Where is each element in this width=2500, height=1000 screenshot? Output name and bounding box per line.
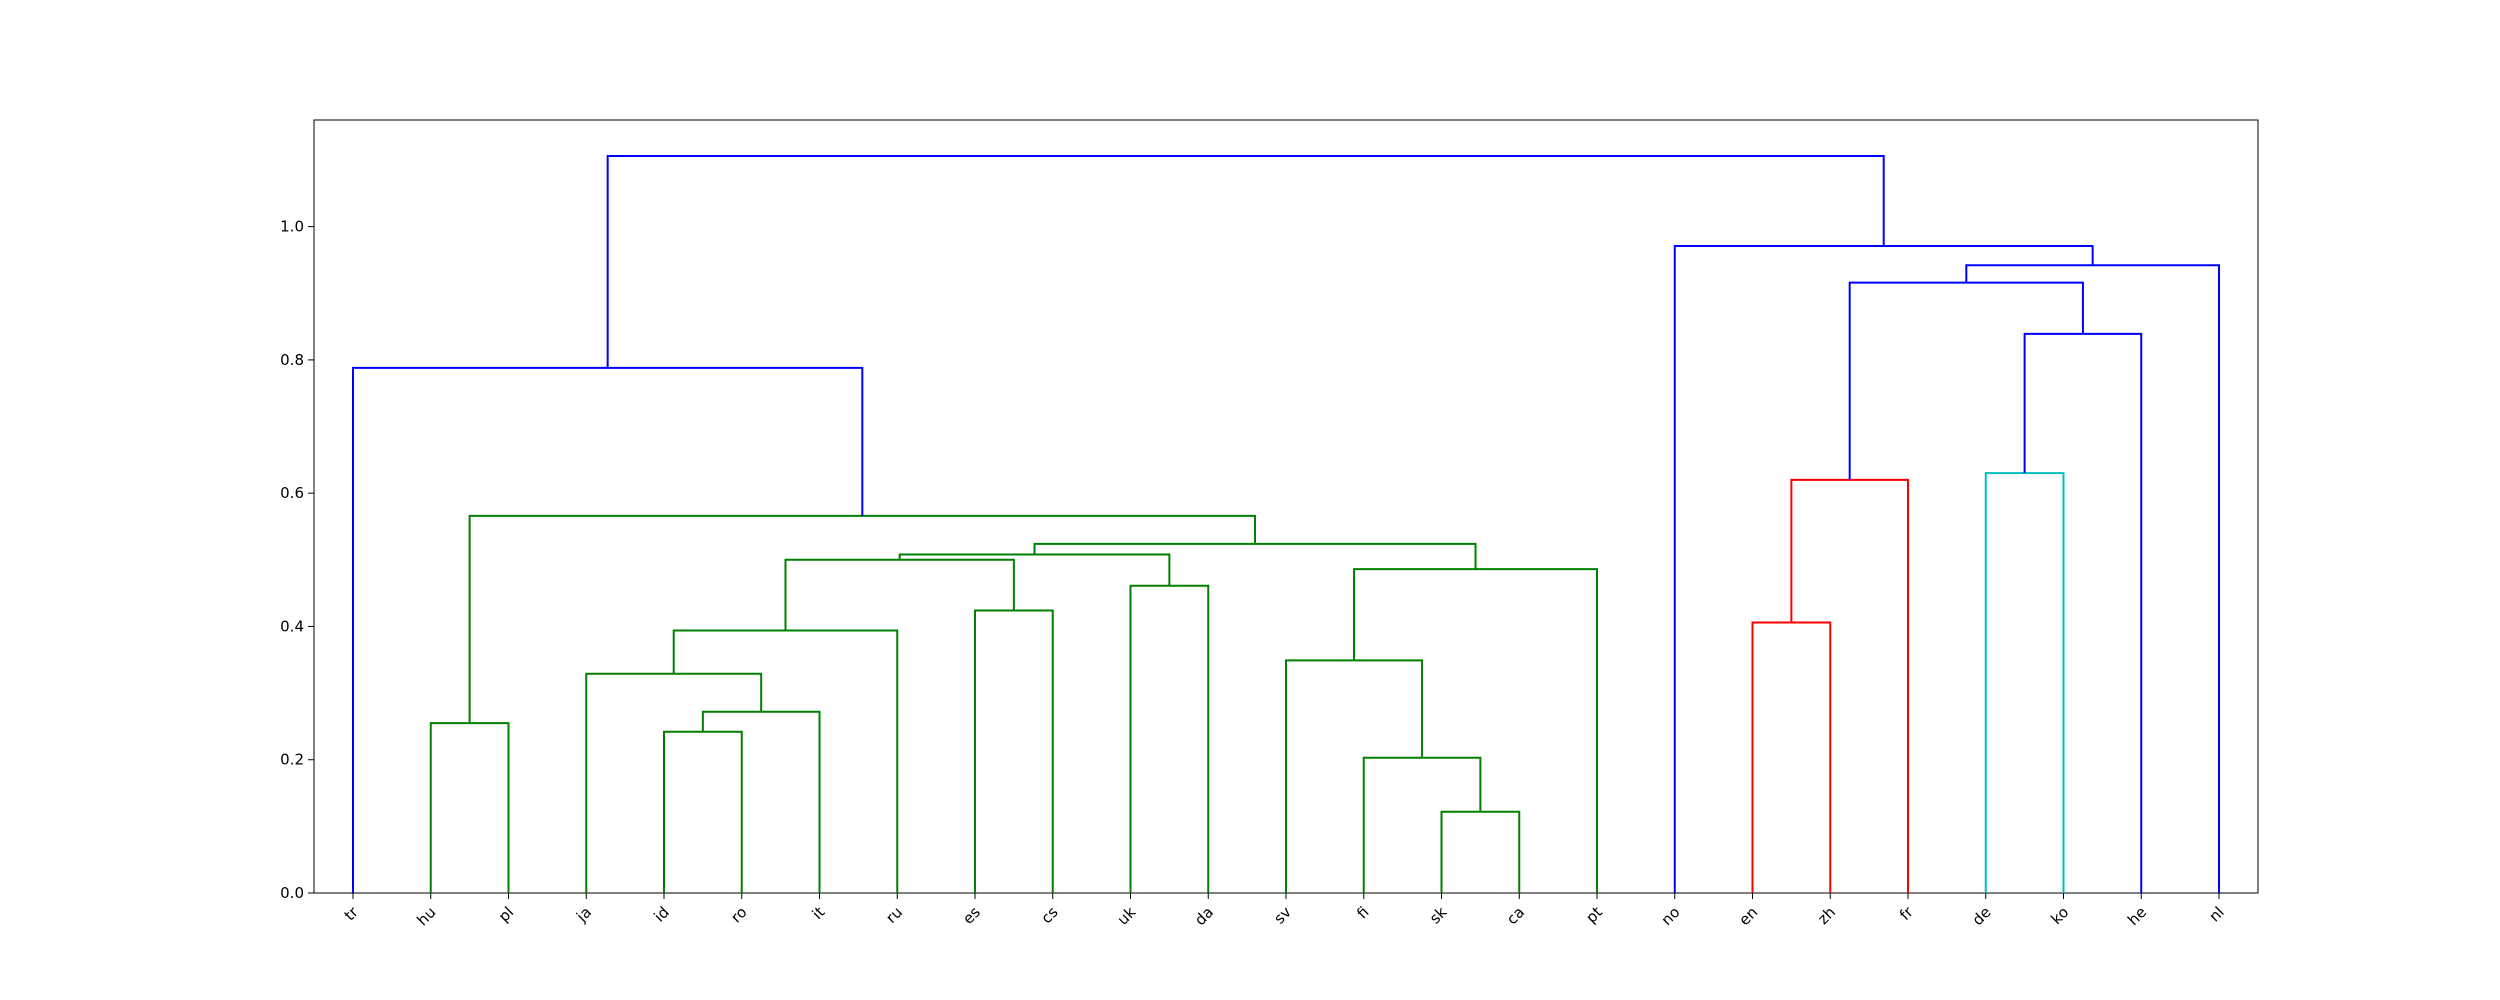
leaf-label: sv bbox=[1270, 903, 1295, 928]
dendrogram-link bbox=[1790, 478, 1909, 893]
leaf-label: sk bbox=[1426, 903, 1451, 928]
dendrogram-link bbox=[585, 672, 763, 893]
dendrogram-link bbox=[1362, 756, 1482, 893]
dendrogram-link bbox=[701, 710, 821, 893]
leaf-label: nl bbox=[2205, 903, 2227, 925]
y-tick-label: 0.4 bbox=[280, 617, 304, 635]
leaf-label: fi bbox=[1353, 903, 1372, 922]
x-axis: tr hu pl ja id ro it ru es cs uk da sv fi sk ca pt no en zh… bbox=[341, 893, 2228, 929]
leaf-label: en bbox=[1735, 903, 1761, 929]
leaf-label: pl bbox=[495, 903, 517, 925]
dendrogram-link bbox=[974, 609, 1054, 893]
leaf-label: fr bbox=[1896, 903, 1917, 924]
dendrogram-link bbox=[1353, 568, 1598, 893]
y-tick-label: 0.8 bbox=[280, 351, 304, 369]
leaf-label: de bbox=[1969, 903, 1995, 929]
leaf-label: pt bbox=[1582, 903, 1606, 927]
dendrogram-link bbox=[1848, 281, 2084, 480]
dendrogram-link bbox=[1965, 264, 2220, 893]
dendrogram-link bbox=[1129, 584, 1210, 893]
leaf-label: it bbox=[808, 903, 828, 923]
leaf-label: ru bbox=[882, 903, 906, 927]
y-tick-label: 1.0 bbox=[280, 218, 304, 236]
y-tick-label: 0.0 bbox=[280, 884, 304, 902]
dendrogram-link bbox=[784, 558, 1015, 631]
links-layer bbox=[352, 154, 2220, 893]
dendrogram-link bbox=[672, 629, 899, 893]
leaf-label: no bbox=[1658, 903, 1684, 929]
dendrogram-link bbox=[1751, 621, 1832, 893]
dendrogram-link bbox=[468, 514, 1257, 724]
dendrogram-link bbox=[1984, 472, 2065, 893]
dendrogram-link bbox=[1285, 659, 1424, 893]
leaf-label: ca bbox=[1503, 903, 1528, 928]
dendrogram-link bbox=[1033, 542, 1477, 570]
leaf-label: tr bbox=[341, 903, 363, 925]
leaf-label: ja bbox=[572, 903, 595, 926]
leaf-label: zh bbox=[1814, 903, 1839, 928]
leaf-label: hu bbox=[413, 903, 439, 929]
dendrogram-link bbox=[429, 722, 510, 893]
leaf-label: cs bbox=[1037, 903, 1061, 927]
leaf-label: ko bbox=[2047, 903, 2072, 928]
y-tick-label: 0.2 bbox=[280, 751, 304, 769]
dendrogram-link bbox=[606, 154, 1885, 368]
dendrogram-link bbox=[1440, 810, 1521, 893]
leaf-label: id bbox=[650, 903, 672, 925]
leaf-label: he bbox=[2124, 903, 2150, 929]
dendrogram-link bbox=[663, 730, 743, 893]
dendrogram-link bbox=[1673, 244, 2094, 893]
leaf-label: da bbox=[1191, 903, 1217, 929]
leaf-label: es bbox=[959, 903, 984, 928]
y-tick-label: 0.6 bbox=[280, 484, 304, 502]
dendrogram-link bbox=[2023, 332, 2143, 893]
leaf-label: ro bbox=[727, 903, 750, 926]
leaf-label: uk bbox=[1114, 903, 1140, 929]
y-axis: 0.0 0.2 0.4 0.6 0.8 1.0 bbox=[280, 218, 314, 902]
